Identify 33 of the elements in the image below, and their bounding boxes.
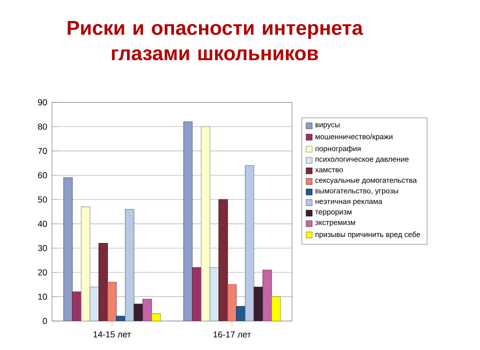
x-tick-label: 14-15 лет (94, 331, 131, 338)
bar (142, 298, 152, 321)
bar (107, 282, 117, 321)
y-tick-label: 80 (38, 124, 47, 130)
y-tick-label: 20 (38, 269, 47, 276)
bar (183, 121, 193, 321)
y-tick-label: 10 (38, 294, 47, 300)
bar (80, 206, 90, 321)
bar (90, 286, 100, 321)
y-tick-label: 70 (38, 148, 47, 154)
y-tick-label: 50 (38, 196, 47, 203)
y-tick-label: 30 (38, 245, 47, 252)
bar (151, 313, 161, 321)
bar (244, 165, 254, 321)
bar (124, 208, 134, 321)
bar (192, 267, 202, 321)
bar (271, 296, 281, 321)
bar (218, 199, 228, 321)
bar (210, 267, 220, 321)
chart-title: Риски и опасности интернета глазами школьников (68, 21, 364, 60)
bar (72, 292, 82, 321)
y-tick-label: 0 (42, 318, 47, 324)
y-tick-label: 40 (38, 220, 47, 227)
y-tick-label: 90 (38, 99, 47, 106)
bar (63, 177, 73, 321)
bar (98, 242, 108, 321)
bar (227, 284, 237, 321)
y-tick-label: 60 (38, 172, 47, 178)
x-tick-label: 16-17 лет (214, 331, 251, 338)
bar (262, 270, 272, 321)
bar (236, 306, 246, 321)
bar (116, 316, 126, 321)
bar (200, 126, 210, 321)
